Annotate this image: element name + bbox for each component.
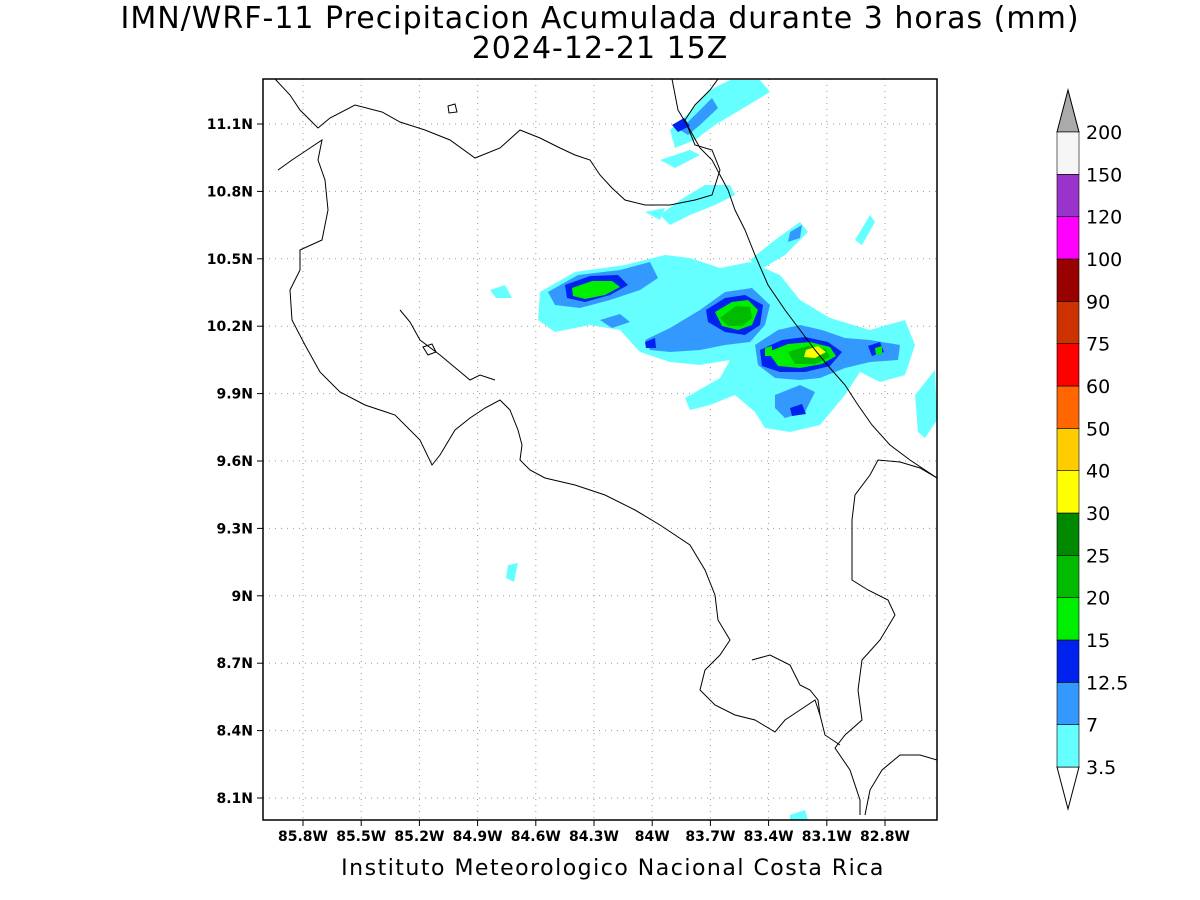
lon-tick-label: 83.4W bbox=[744, 829, 794, 845]
colorbar-swatch bbox=[1056, 301, 1080, 344]
colorbar-swatch bbox=[1056, 343, 1080, 387]
lat-tick-label: 9.3N bbox=[216, 521, 253, 537]
colorbar-swatch bbox=[1056, 131, 1080, 175]
lat-tick-label: 9.9N bbox=[216, 387, 253, 403]
colorbar-level-label: 12.5 bbox=[1086, 672, 1128, 694]
colorbar-swatch bbox=[1056, 724, 1080, 768]
colorbar-level-label: 150 bbox=[1086, 164, 1122, 186]
colorbar-swatch bbox=[1056, 428, 1080, 471]
colorbar-level-label: 30 bbox=[1086, 503, 1110, 525]
colorbar-swatch bbox=[1056, 639, 1080, 683]
lat-tick-label: 8.7N bbox=[216, 656, 253, 672]
precip-30mm-area bbox=[804, 346, 826, 358]
lon-tick-label: 82.8W bbox=[860, 829, 910, 845]
map-frame bbox=[262, 78, 938, 821]
colorbar-level-label: 100 bbox=[1086, 249, 1122, 271]
lon-tick-label: 84.3W bbox=[569, 829, 619, 845]
lon-tick-label: 83.7W bbox=[685, 829, 735, 845]
coastlines-borders bbox=[274, 79, 937, 816]
colorbar-level-label: 60 bbox=[1086, 376, 1110, 398]
map-title: IMN/WRF-11 Precipitacion Acumulada duran… bbox=[120, 1, 1080, 36]
lon-tick-label: 83.1W bbox=[802, 829, 852, 845]
lat-tick-label: 9.6N bbox=[216, 454, 253, 470]
credit-text: Instituto Meteorologico Nacional Costa R… bbox=[341, 856, 885, 881]
colorbar-level-label: 50 bbox=[1086, 418, 1110, 440]
lat-tick-label: 10.2N bbox=[207, 319, 253, 335]
colorbar-swatch bbox=[1056, 385, 1080, 429]
lon-tick-label: 84.9W bbox=[453, 829, 503, 845]
colorbar-level-label: 7 bbox=[1086, 715, 1098, 737]
lon-tick-label: 84.6W bbox=[511, 829, 561, 845]
colorbar-level-label: 25 bbox=[1086, 545, 1110, 567]
colorbar-level-label: 40 bbox=[1086, 461, 1110, 483]
precipitation-field bbox=[490, 80, 937, 820]
colorbar-swatch bbox=[1056, 597, 1080, 641]
lon-tick-label: 84W bbox=[635, 829, 670, 845]
lat-tick-label: 10.8N bbox=[207, 184, 253, 200]
colorbar-swatch bbox=[1056, 174, 1080, 217]
colorbar-swatch bbox=[1056, 216, 1080, 260]
lat-tick-label: 8.1N bbox=[216, 791, 253, 807]
colorbar-swatch bbox=[1056, 512, 1080, 556]
lat-tick-label: 10.5N bbox=[207, 252, 253, 268]
precipitation-colorbar: 3.5 7 12.5 15 20 25 30 40 50 60 75 90 100 120 150 200 bbox=[1056, 88, 1128, 811]
colorbar-level-label: 3.5 bbox=[1086, 757, 1116, 779]
lon-tick-label: 85.2W bbox=[394, 829, 444, 845]
colorbar-swatch bbox=[1056, 555, 1080, 598]
colorbar-swatch bbox=[1056, 258, 1080, 302]
lat-tick-label: 9N bbox=[232, 589, 253, 605]
lat-tick-label: 8.4N bbox=[216, 724, 253, 740]
colorbar-low-triangle bbox=[1056, 766, 1080, 811]
colorbar-level-label: 75 bbox=[1086, 334, 1110, 356]
colorbar-level-label: 20 bbox=[1086, 588, 1110, 610]
colorbar-level-label: 120 bbox=[1086, 207, 1122, 229]
colorbar-swatch bbox=[1056, 470, 1080, 514]
lon-tick-label: 85.5W bbox=[336, 829, 386, 845]
colorbar-level-label: 200 bbox=[1086, 122, 1122, 144]
colorbar-swatch bbox=[1056, 682, 1080, 725]
map-grid bbox=[263, 79, 937, 820]
longitude-axis: 85.8W 85.5W 85.2W 84.9W 84.6W 84.3W 84W 83.7W 83… bbox=[278, 820, 910, 845]
lat-tick-label: 11.1N bbox=[207, 117, 253, 133]
colorbar-level-label: 15 bbox=[1086, 630, 1110, 652]
latitude-axis: 11.1N 10.8N 10.5N 10.2N 9.9N 9.6N 9.3N 9N 8.7N 8.… bbox=[207, 117, 263, 807]
colorbar-level-label: 90 bbox=[1086, 291, 1110, 313]
map-subtitle-date: 2024-12-21 15Z bbox=[471, 31, 729, 66]
colorbar-high-triangle bbox=[1056, 88, 1080, 133]
lon-tick-label: 85.8W bbox=[278, 829, 328, 845]
